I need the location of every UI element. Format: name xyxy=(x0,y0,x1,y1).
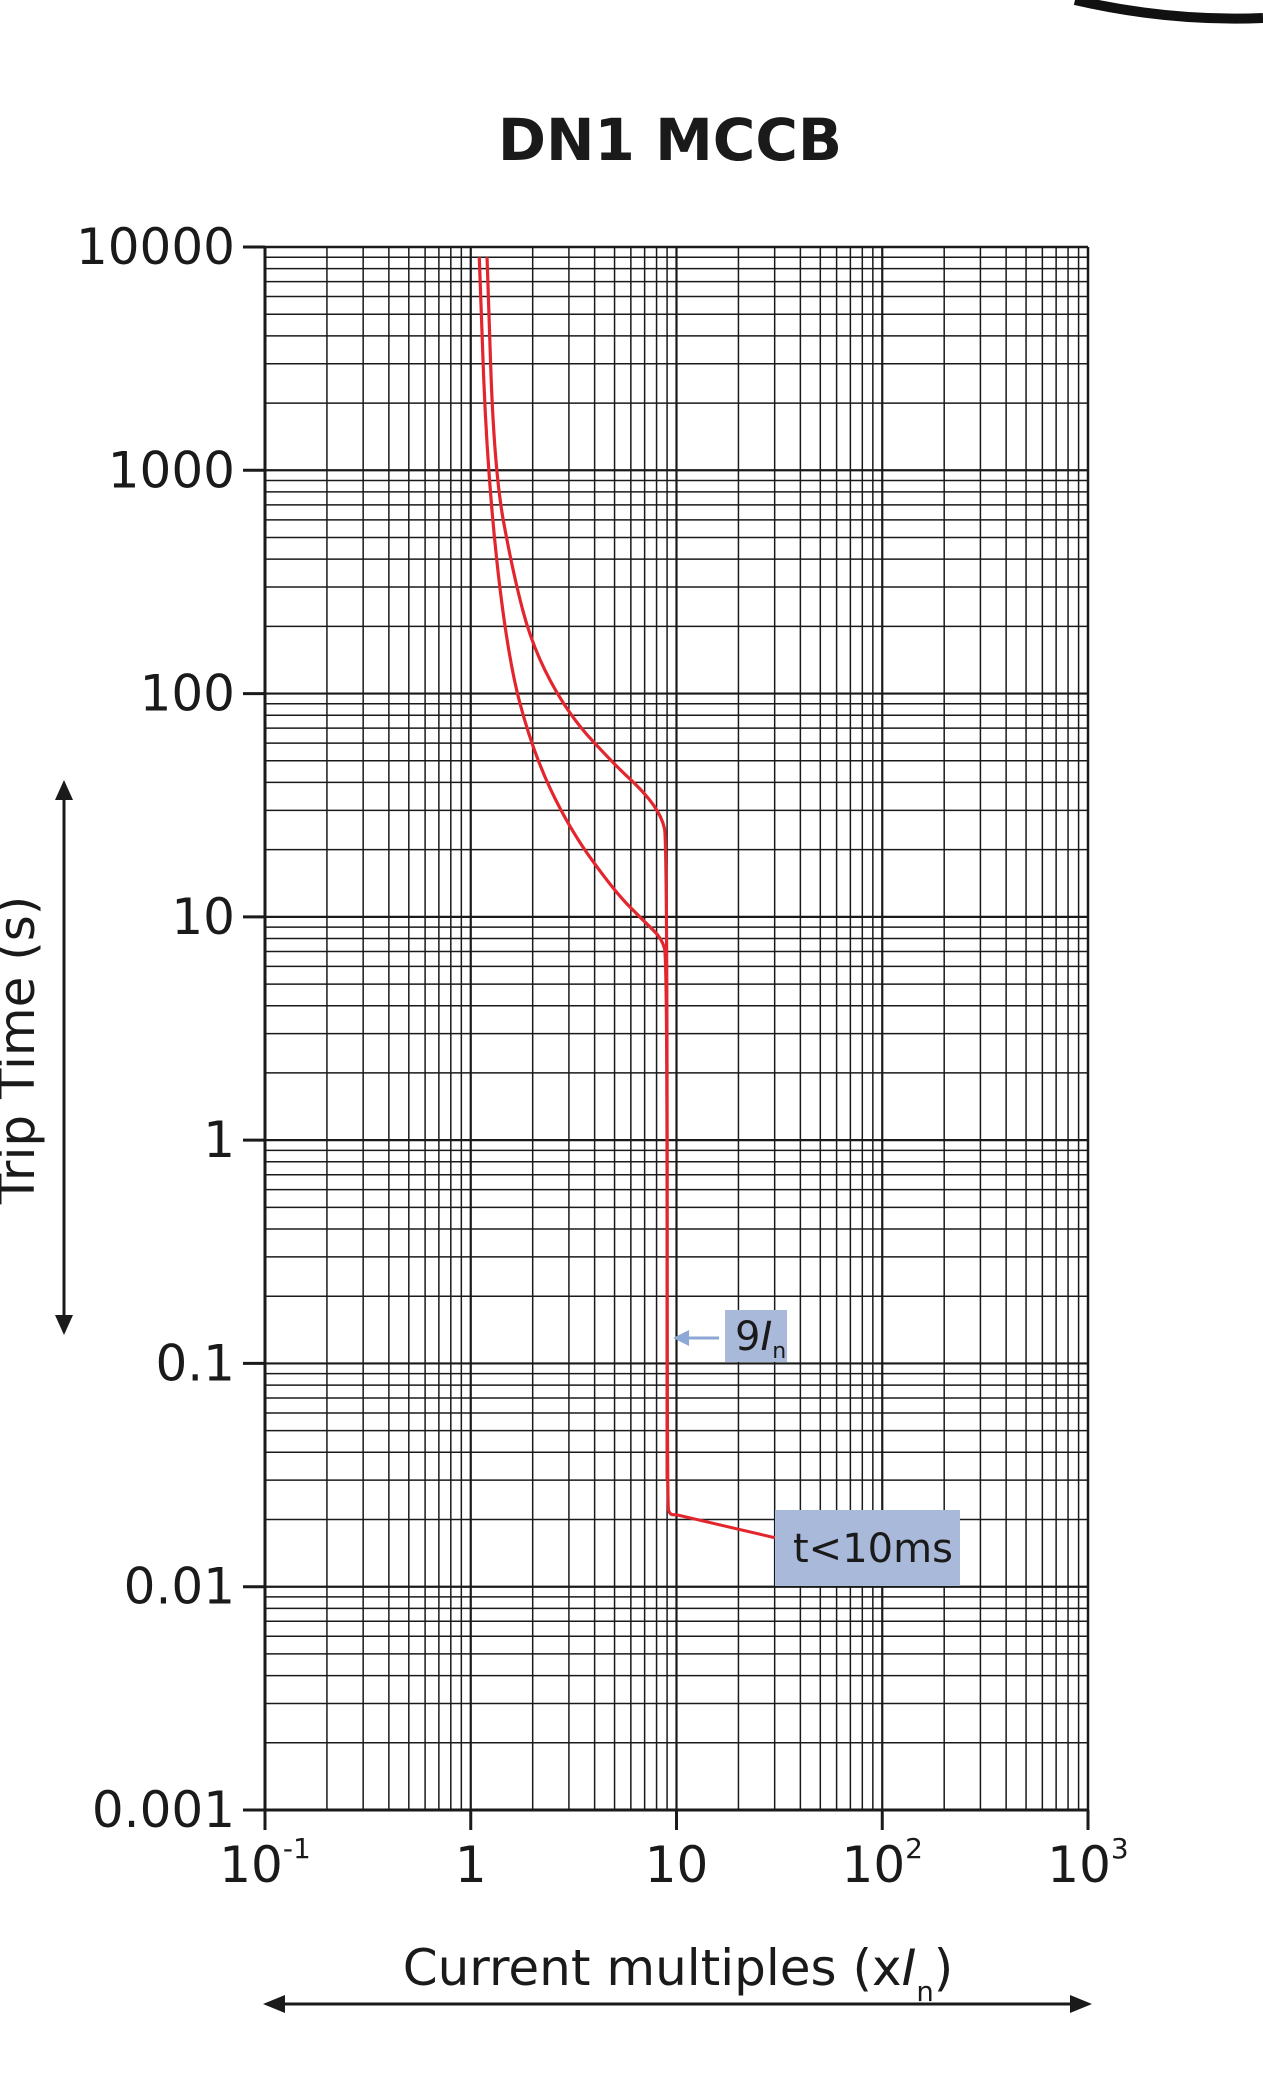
y-tick-label: 1000 xyxy=(108,441,235,499)
annotation-t10ms-box xyxy=(775,1510,960,1586)
y-axis-arrow-down xyxy=(55,1315,73,1335)
chart-title: DN1 MCCB xyxy=(498,106,842,174)
annotation-9in-label: 9In xyxy=(735,1314,786,1364)
x-tick-label: 10-1 xyxy=(219,1832,311,1894)
y-axis-arrow-up xyxy=(55,780,73,800)
y-tick-label: 10 xyxy=(171,888,235,946)
x-axis-label: Current multiples (xIn) xyxy=(403,1939,954,2008)
annotation-9in-box xyxy=(725,1309,788,1362)
annotation-t10ms-label: t<10ms xyxy=(793,1526,953,1572)
y-tick-label: 1 xyxy=(203,1111,235,1169)
x-tick-label: 10 xyxy=(645,1836,709,1894)
x-axis-arrow-right xyxy=(1070,1995,1092,2013)
y-tick-label: 10000 xyxy=(76,218,235,276)
x-tick-labels: 10-1 1 10 102 103 xyxy=(219,1832,1129,1894)
y-tick-label: 0.1 xyxy=(155,1334,235,1392)
x-axis-arrow-left xyxy=(263,1995,285,2013)
annotation-t10ms-leader xyxy=(676,1513,776,1540)
y-tick-label: 0.001 xyxy=(92,1781,235,1839)
y-axis-label-group: Trip Time (s) xyxy=(0,780,73,1335)
series-line-1 xyxy=(485,257,677,1517)
annotations: 9In t<10ms xyxy=(673,1309,960,1586)
axes xyxy=(243,245,1090,1830)
y-tick-label: 0.01 xyxy=(124,1558,235,1616)
x-tick-label: 102 xyxy=(842,1832,923,1894)
y-axis-label: Trip Time (s) xyxy=(0,896,46,1206)
series-group xyxy=(477,257,677,1517)
x-axis-label-group: Current multiples (xIn) xyxy=(263,1939,1092,2013)
y-tick-labels: 10000 1000 100 10 1 0.1 0.01 0.001 xyxy=(76,218,235,1839)
x-tick-label: 1 xyxy=(455,1836,487,1894)
x-tick-label: 103 xyxy=(1047,1832,1128,1894)
y-tick-label: 100 xyxy=(140,665,235,723)
series-line-2 xyxy=(477,257,669,1481)
decorative-arc xyxy=(1073,0,1263,24)
annotation-9in-arrowhead xyxy=(673,1329,690,1346)
grid xyxy=(263,247,1088,1812)
